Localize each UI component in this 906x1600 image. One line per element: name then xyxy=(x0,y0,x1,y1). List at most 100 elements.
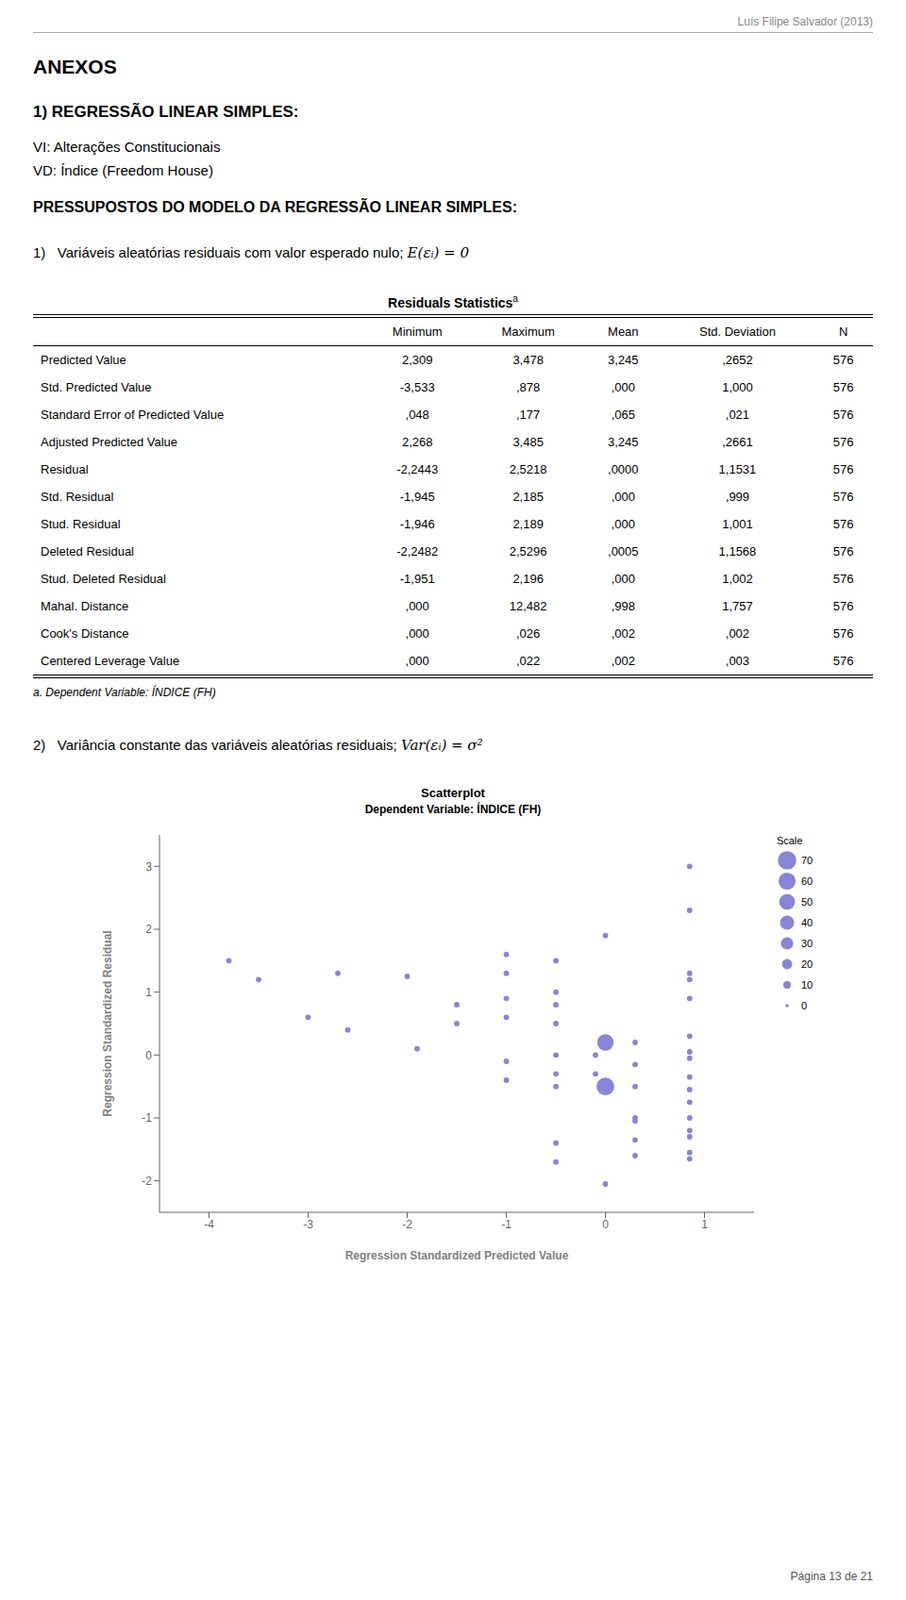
html-text:1,1531: 1,1531 xyxy=(718,462,757,477)
html-text:Stud. Residual: Stud. Residual xyxy=(40,516,121,532)
html-text:,000: ,000 xyxy=(611,516,636,532)
html-text:576: 576 xyxy=(833,489,854,504)
html-text:576: 576 xyxy=(833,352,854,367)
html-text:Std. Deviation: Std. Deviation xyxy=(699,324,776,339)
html-text:1,1568: 1,1568 xyxy=(718,544,757,559)
html-text:Mahal. Distance: Mahal. Distance xyxy=(40,598,129,614)
html-text:2) Variância constante das var: 2) Variância constante das variáveis ale… xyxy=(33,736,483,754)
html-text:12,482: 12,482 xyxy=(509,598,547,614)
html-text:576: 576 xyxy=(833,516,854,532)
html-text:,000: ,000 xyxy=(405,626,430,641)
html-text:a. Dependent Variable: ÍNDICE: a. Dependent Variable: ÍNDICE (FH) xyxy=(33,685,216,700)
html-text:,003: ,003 xyxy=(725,653,750,668)
html-text:576: 576 xyxy=(833,380,854,395)
html-text:,998: ,998 xyxy=(611,598,636,614)
html-text:,000: ,000 xyxy=(611,380,636,395)
html-text:3,245: 3,245 xyxy=(607,434,639,449)
html-text:576: 576 xyxy=(833,626,854,641)
html-text:Residual: Residual xyxy=(40,462,89,477)
svg-text:-2: -2 xyxy=(402,1217,413,1231)
html-text:-1,951: -1,951 xyxy=(399,571,435,586)
html-text:,048: ,048 xyxy=(405,407,430,422)
html-text:576: 576 xyxy=(833,653,854,668)
html-text:Stud. Deleted Residual: Stud. Deleted Residual xyxy=(40,571,167,586)
html-text:,0005: ,0005 xyxy=(607,544,639,559)
html-text:,065: ,065 xyxy=(611,407,636,422)
html-text:3,478: 3,478 xyxy=(512,352,544,367)
html-text:Centered Leverage Value: Centered Leverage Value xyxy=(40,653,180,668)
html-text:,000: ,000 xyxy=(611,489,636,504)
html-text:,2661: ,2661 xyxy=(722,434,753,449)
html-text:2,5296: 2,5296 xyxy=(509,544,547,559)
html-text:,878: ,878 xyxy=(516,380,541,395)
html-text:,000: ,000 xyxy=(611,571,636,586)
html-text:576: 576 xyxy=(833,434,854,449)
html-text:576: 576 xyxy=(833,571,854,586)
html-text:Minimum: Minimum xyxy=(392,324,443,339)
html-text:Residuals Statisticsa: Residuals Statisticsa xyxy=(387,293,519,311)
svg-text:Regression Standardized Residu: Regression Standardized Residual xyxy=(100,930,115,1117)
html-text:2,268: 2,268 xyxy=(401,434,433,449)
svg-text:-1: -1 xyxy=(141,1111,152,1125)
html-text:3,245: 3,245 xyxy=(607,352,639,367)
html-text:,999: ,999 xyxy=(725,489,750,504)
html-text:VI: Alterações Constitucionais: VI: Alterações Constitucionais xyxy=(33,138,221,155)
html-text:-2,2443: -2,2443 xyxy=(396,462,439,477)
html-text:,022: ,022 xyxy=(516,653,541,668)
html-text:Adjusted Predicted Value: Adjusted Predicted Value xyxy=(40,434,178,449)
svg-text:3: 3 xyxy=(145,859,152,873)
html-text:1) REGRESSÃO LINEAR SIMPLES:: 1) REGRESSÃO LINEAR SIMPLES: xyxy=(33,102,299,121)
html-text:Std. Residual: Std. Residual xyxy=(40,489,114,504)
svg-text:0: 0 xyxy=(602,1217,609,1231)
html-text:,002: ,002 xyxy=(611,626,636,641)
html-text:Cook's Distance: Cook's Distance xyxy=(40,626,129,641)
html-text:PRESSUPOSTOS DO MODELO DA REGR: PRESSUPOSTOS DO MODELO DA REGRESSÃO LINE… xyxy=(33,199,518,216)
html-text:,177: ,177 xyxy=(516,407,541,422)
html-text:-1,946: -1,946 xyxy=(399,516,435,532)
html-text:,000: ,000 xyxy=(405,653,430,668)
html-text:2,5218: 2,5218 xyxy=(509,462,547,477)
html-text:576: 576 xyxy=(833,462,854,477)
html-text:,000: ,000 xyxy=(405,598,430,614)
svg-text:1: 1 xyxy=(145,986,152,1000)
html-text:1) Variáveis aleatórias residu: 1) Variáveis aleatórias residuais com va… xyxy=(33,244,470,262)
html-text:,002: ,002 xyxy=(725,626,750,641)
html-text:2,189: 2,189 xyxy=(512,516,544,532)
html-text:1,001: 1,001 xyxy=(722,516,753,532)
html-text:1,000: 1,000 xyxy=(722,380,753,395)
html-text:,0000: ,0000 xyxy=(607,462,639,477)
html-text:576: 576 xyxy=(833,598,854,614)
svg-text:2: 2 xyxy=(145,922,152,937)
html-text:-1,945: -1,945 xyxy=(399,489,435,504)
html-text:3,485: 3,485 xyxy=(512,434,544,449)
html-text:,002: ,002 xyxy=(611,653,636,668)
html-text:,2652: ,2652 xyxy=(722,352,753,367)
svg-text:-2: -2 xyxy=(141,1174,152,1189)
html-text:Mean: Mean xyxy=(607,324,639,339)
html-text:1,002: 1,002 xyxy=(722,571,753,586)
html-text:576: 576 xyxy=(833,407,854,422)
html-text:Maximum: Maximum xyxy=(501,324,555,339)
html-text:Standard Error of Predicted Va: Standard Error of Predicted Value xyxy=(40,407,224,422)
html-text:Deleted Residual: Deleted Residual xyxy=(40,544,135,559)
html-text:-3,533: -3,533 xyxy=(399,380,435,395)
svg-text:0: 0 xyxy=(145,1048,152,1062)
svg-text:1: 1 xyxy=(701,1217,708,1231)
html-text:,021: ,021 xyxy=(725,407,750,422)
html-text:,026: ,026 xyxy=(516,626,541,641)
html-text:-2,2482: -2,2482 xyxy=(396,544,439,559)
html-text:576: 576 xyxy=(833,544,854,559)
html-text:ANEXOS: ANEXOS xyxy=(33,55,117,78)
svg-text:-1: -1 xyxy=(501,1217,512,1231)
html-text:2,196: 2,196 xyxy=(512,571,544,586)
html-text:2,309: 2,309 xyxy=(401,352,433,367)
svg-text:-4: -4 xyxy=(203,1217,215,1231)
html-text:Scatterplot: Scatterplot xyxy=(420,785,486,801)
svg-text:-3: -3 xyxy=(302,1217,314,1231)
svg-text:Regression Standardized Predic: Regression Standardized Predicted Value xyxy=(345,1249,570,1263)
html-text:Predicted Value: Predicted Value xyxy=(40,352,127,367)
html-text:2,185: 2,185 xyxy=(512,489,544,504)
html-text:Std. Predicted Value: Std. Predicted Value xyxy=(40,380,152,395)
html-text:1,757: 1,757 xyxy=(722,598,753,614)
html-text:VD: Índice (Freedom House): VD: Índice (Freedom House) xyxy=(33,162,214,179)
